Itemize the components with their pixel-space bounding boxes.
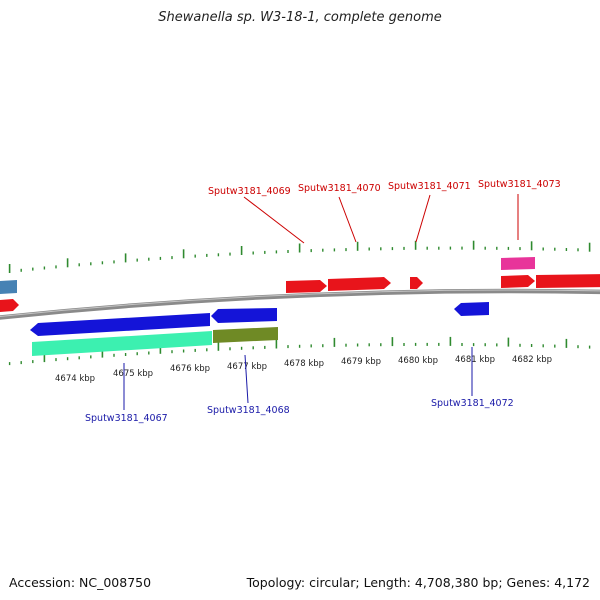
tick-label-4679: 4679 kbp — [341, 357, 381, 367]
cds-olive[interactable] — [213, 327, 278, 343]
topology-summary: Topology: circular; Length: 4,708,380 bp… — [246, 575, 590, 590]
gene-left-steelblue[interactable] — [0, 280, 17, 294]
outer-tick-ring — [8, 240, 591, 273]
label-sputw3181-4069[interactable]: Sputw3181_4069 — [208, 186, 291, 197]
tick-label-4680: 4680 kbp — [398, 356, 438, 366]
label-sputw3181-4070[interactable]: Sputw3181_4070 — [298, 183, 381, 194]
label-sputw3181-4068[interactable]: Sputw3181_4068 — [207, 405, 290, 416]
tick-label-4676: 4676 kbp — [170, 364, 210, 374]
gene-sputw3181-4068[interactable] — [211, 308, 277, 323]
reverse-gene-labels: Sputw3181_4067 Sputw3181_4068 Sputw3181_… — [85, 347, 514, 424]
label-sputw3181-4067[interactable]: Sputw3181_4067 — [85, 413, 168, 424]
gene-sputw3181-4067[interactable] — [30, 313, 210, 336]
genome-backbone — [0, 288, 600, 320]
gene-sputw3181-4070[interactable] — [328, 277, 391, 291]
gene-sputw3181-4071[interactable] — [410, 277, 423, 289]
gene-sputw3181-4069[interactable] — [286, 280, 327, 293]
gene-sputw3181-4073b[interactable] — [536, 274, 600, 288]
tick-label-4678: 4678 kbp — [284, 359, 324, 369]
tick-label-4677: 4677 kbp — [227, 362, 267, 372]
tick-label-4682: 4682 kbp — [512, 355, 552, 365]
accession-text: Accession: NC_008750 — [9, 575, 152, 590]
forward-gene-labels: Sputw3181_4069 Sputw3181_4070 Sputw3181_… — [208, 179, 561, 244]
map-title: Shewanella sp. W3-18-1, complete genome — [158, 10, 442, 25]
gene-left-red[interactable] — [0, 299, 19, 312]
gene-sputw3181-4072[interactable] — [454, 302, 489, 316]
tick-label-4675: 4675 kbp — [113, 369, 153, 379]
tick-label-4674: 4674 kbp — [55, 374, 95, 384]
trna-sputw3181-4073[interactable] — [501, 257, 535, 270]
label-sputw3181-4072[interactable]: Sputw3181_4072 — [431, 398, 514, 409]
cds-reverse-light[interactable] — [32, 331, 212, 356]
genome-backbone-highlight — [0, 289, 600, 317]
reverse-strand-genes — [30, 302, 489, 356]
forward-strand-genes — [0, 257, 600, 312]
scale-labels: 4674 kbp 4675 kbp 4676 kbp 4677 kbp 4678… — [55, 355, 552, 384]
inner-tick-ring — [8, 336, 591, 366]
label-sputw3181-4073[interactable]: Sputw3181_4073 — [478, 179, 561, 190]
gene-sputw3181-4073a[interactable] — [501, 275, 535, 288]
tick-label-4681: 4681 kbp — [455, 355, 495, 365]
label-sputw3181-4071[interactable]: Sputw3181_4071 — [388, 181, 471, 192]
